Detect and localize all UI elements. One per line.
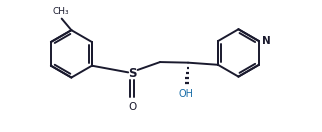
Text: O: O [128, 102, 136, 112]
Text: CH₃: CH₃ [52, 8, 69, 16]
Text: N: N [262, 36, 271, 46]
Text: OH: OH [178, 89, 194, 99]
Text: S: S [128, 67, 137, 80]
